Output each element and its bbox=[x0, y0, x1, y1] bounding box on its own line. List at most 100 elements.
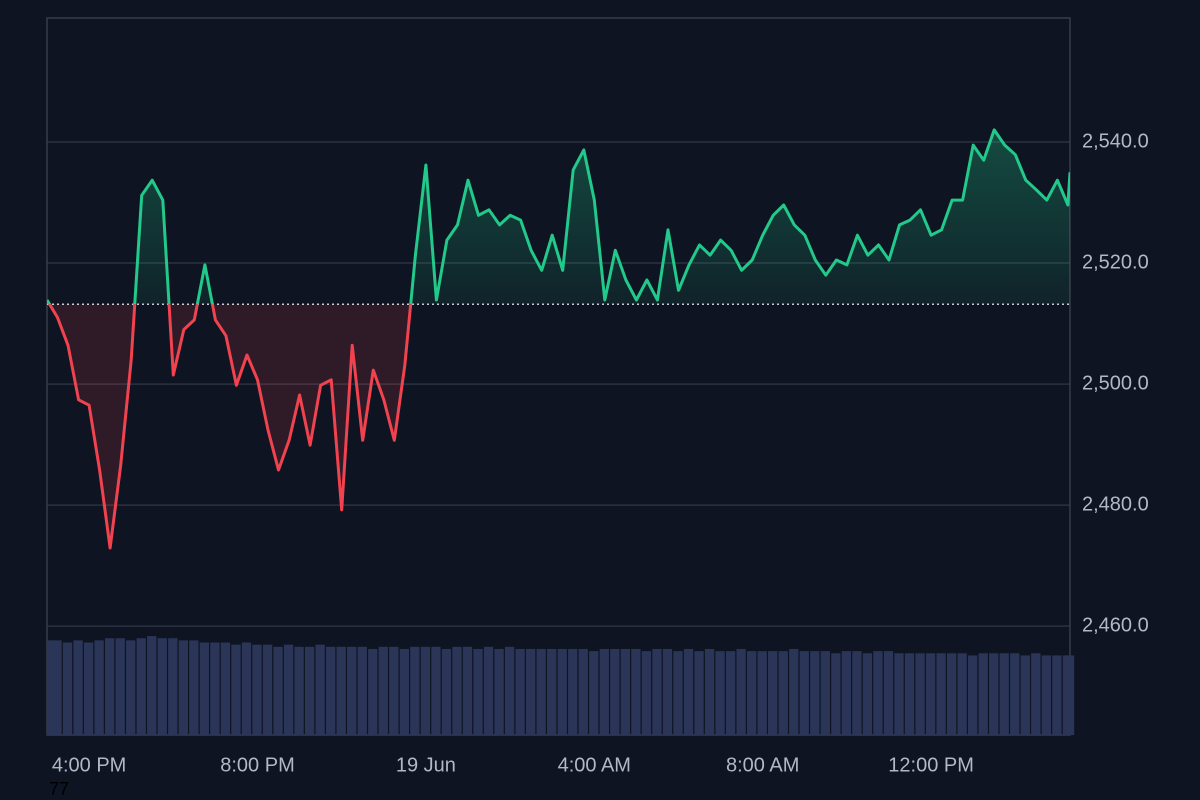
x-tick-label: 8:00 PM bbox=[220, 754, 294, 776]
volume-bar bbox=[768, 651, 778, 735]
area-down bbox=[47, 304, 1070, 548]
volume-bar bbox=[525, 648, 536, 735]
volume-bar bbox=[368, 648, 378, 735]
volume-bar bbox=[473, 648, 483, 735]
volume-bar bbox=[641, 651, 652, 735]
volume-bar bbox=[378, 646, 388, 735]
volume-bar bbox=[662, 648, 673, 735]
volume-bar bbox=[73, 640, 83, 735]
volume-bar bbox=[62, 642, 73, 735]
volume-bar bbox=[410, 646, 420, 735]
y-tick-label: 2,460.0 bbox=[1082, 614, 1149, 636]
volume-bar bbox=[431, 646, 441, 735]
volume-bar bbox=[999, 653, 1009, 735]
volume-bar bbox=[420, 646, 431, 735]
volume-bar bbox=[136, 638, 146, 735]
volume-bar bbox=[441, 648, 452, 735]
volume-bar bbox=[241, 642, 252, 735]
y-tick-label: 2,540.0 bbox=[1082, 130, 1149, 152]
volume-bar bbox=[557, 648, 567, 735]
volume-bar bbox=[399, 648, 410, 735]
volume-bar bbox=[389, 646, 399, 735]
volume-bar bbox=[715, 651, 725, 735]
volume-bar bbox=[589, 651, 599, 735]
volume-bar bbox=[315, 644, 325, 735]
volume-bar bbox=[652, 648, 662, 735]
volume-bar bbox=[157, 638, 167, 735]
volume-bar bbox=[483, 646, 494, 735]
volume-bar bbox=[199, 642, 210, 735]
volume-bar bbox=[252, 644, 262, 735]
volume-bar bbox=[852, 651, 862, 735]
volume-bar bbox=[757, 651, 767, 735]
volume-bar bbox=[547, 648, 557, 735]
volume-bar bbox=[683, 648, 694, 735]
volume-bar bbox=[83, 642, 94, 735]
volume-bar bbox=[873, 651, 883, 735]
volume-bar bbox=[515, 648, 525, 735]
watermark: 77 bbox=[49, 779, 69, 799]
volume-bar bbox=[925, 653, 936, 735]
volume-bar bbox=[147, 636, 157, 735]
volume-bar bbox=[326, 646, 336, 735]
volume-bar bbox=[673, 651, 683, 735]
volume-bar bbox=[220, 642, 231, 735]
x-tick-label: 12:00 PM bbox=[888, 754, 974, 776]
volume-bar bbox=[189, 640, 199, 735]
volume-bar bbox=[494, 648, 504, 735]
volume-bar bbox=[94, 640, 104, 735]
volume-bar bbox=[725, 651, 736, 735]
volume-bar bbox=[52, 640, 62, 735]
volume-bar bbox=[568, 648, 578, 735]
volume-bar bbox=[304, 646, 315, 735]
volume-bar bbox=[746, 651, 757, 735]
volume-bar bbox=[104, 638, 115, 735]
volume-bar bbox=[357, 646, 367, 735]
volume-bar bbox=[462, 646, 473, 735]
volume-bar bbox=[946, 653, 957, 735]
volume-bar bbox=[799, 651, 809, 735]
volume-bar bbox=[1020, 655, 1030, 735]
volume-bar bbox=[704, 648, 715, 735]
volume-bar bbox=[262, 644, 273, 735]
volume-bar bbox=[1052, 655, 1062, 735]
volume-bar bbox=[810, 651, 820, 735]
volume-bar bbox=[1010, 653, 1020, 735]
volume-bar bbox=[578, 648, 588, 735]
volume-bar bbox=[452, 646, 462, 735]
volume-bar bbox=[894, 653, 904, 735]
x-tick-label: 4:00 PM bbox=[52, 754, 126, 776]
volume-bar bbox=[694, 651, 704, 735]
volume-bar bbox=[294, 646, 304, 735]
volume-bar bbox=[1031, 653, 1041, 735]
volume-bar bbox=[989, 653, 999, 735]
volume-bar bbox=[978, 653, 988, 735]
volume-bar bbox=[1064, 655, 1075, 735]
volume-bar bbox=[178, 640, 188, 735]
volume-bar bbox=[1041, 655, 1052, 735]
volume-bar bbox=[336, 646, 346, 735]
volume-bar bbox=[841, 651, 852, 735]
volume-bar bbox=[778, 651, 788, 735]
volume-bar bbox=[957, 653, 967, 735]
volume-bar bbox=[610, 648, 620, 735]
volume-bar bbox=[347, 646, 357, 735]
volume-bar bbox=[620, 648, 631, 735]
volume-bar bbox=[831, 653, 841, 735]
volume-bar bbox=[968, 655, 978, 735]
volume-bar bbox=[599, 648, 609, 735]
volume-bar bbox=[504, 646, 515, 735]
volume-bar bbox=[273, 646, 283, 735]
volume-bar bbox=[820, 651, 830, 735]
price-line-down bbox=[47, 304, 413, 550]
volume-bar bbox=[283, 644, 294, 735]
y-tick-label: 2,500.0 bbox=[1082, 372, 1149, 394]
y-tick-label: 2,480.0 bbox=[1082, 493, 1149, 515]
volume-bar bbox=[47, 640, 57, 735]
volume-bar bbox=[536, 648, 546, 735]
volume-bar bbox=[904, 653, 915, 735]
x-tick-label: 8:00 AM bbox=[726, 754, 799, 776]
price-line-up bbox=[47, 128, 1070, 305]
